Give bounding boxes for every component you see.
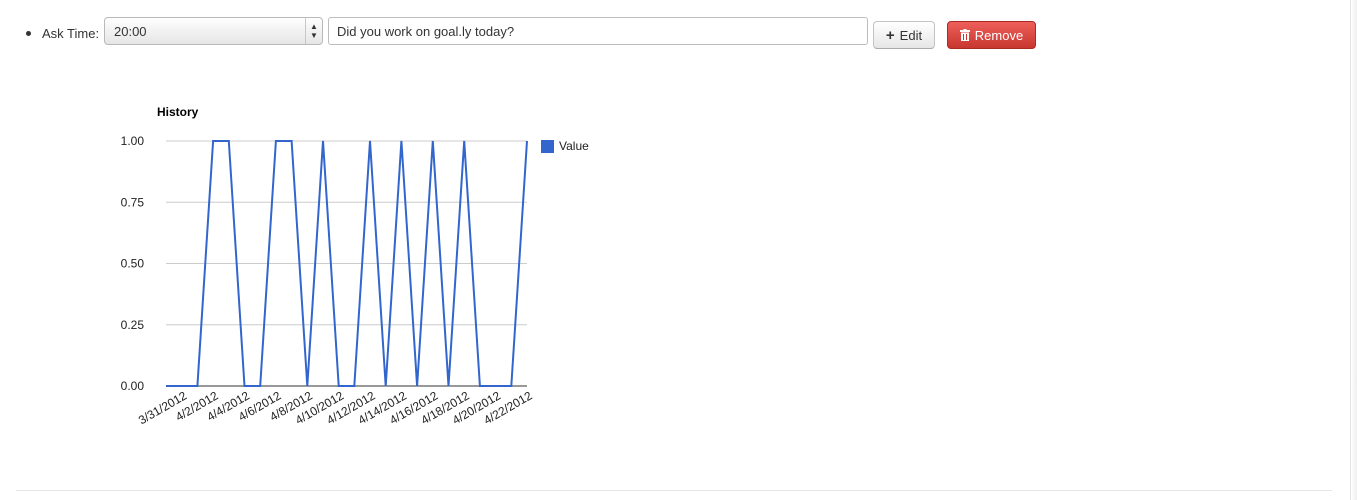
- question-text-input[interactable]: Did you work on goal.ly today?: [328, 17, 868, 45]
- y-tick-label: 1.00: [121, 134, 145, 148]
- ask-time-value: 20:00: [114, 24, 147, 39]
- chart-legend: Value: [541, 139, 589, 153]
- section-divider: [16, 490, 1332, 491]
- legend-swatch: [541, 139, 554, 153]
- edit-button-label: Edit: [899, 27, 923, 43]
- legend-label: Value: [559, 139, 589, 153]
- y-tick-label: 0.00: [121, 379, 145, 393]
- edit-button[interactable]: + Edit: [873, 21, 935, 49]
- list-bullet: [26, 31, 31, 36]
- select-arrows-icon: ▲ ▼: [305, 18, 322, 44]
- y-tick-label: 0.75: [121, 195, 145, 209]
- window-edge: [1350, 0, 1357, 500]
- trash-icon: [959, 29, 970, 41]
- y-tick-label: 0.25: [121, 318, 145, 332]
- plus-icon: +: [885, 26, 895, 44]
- remove-button[interactable]: Remove: [947, 21, 1036, 49]
- chart-title: History: [157, 105, 199, 119]
- series-line-value: [166, 140, 528, 387]
- y-tick-label: 0.50: [121, 257, 145, 271]
- remove-button-label: Remove: [974, 27, 1024, 43]
- ask-time-label: Ask Time:: [42, 26, 100, 41]
- ask-time-select[interactable]: 20:00 ▲ ▼: [104, 17, 323, 45]
